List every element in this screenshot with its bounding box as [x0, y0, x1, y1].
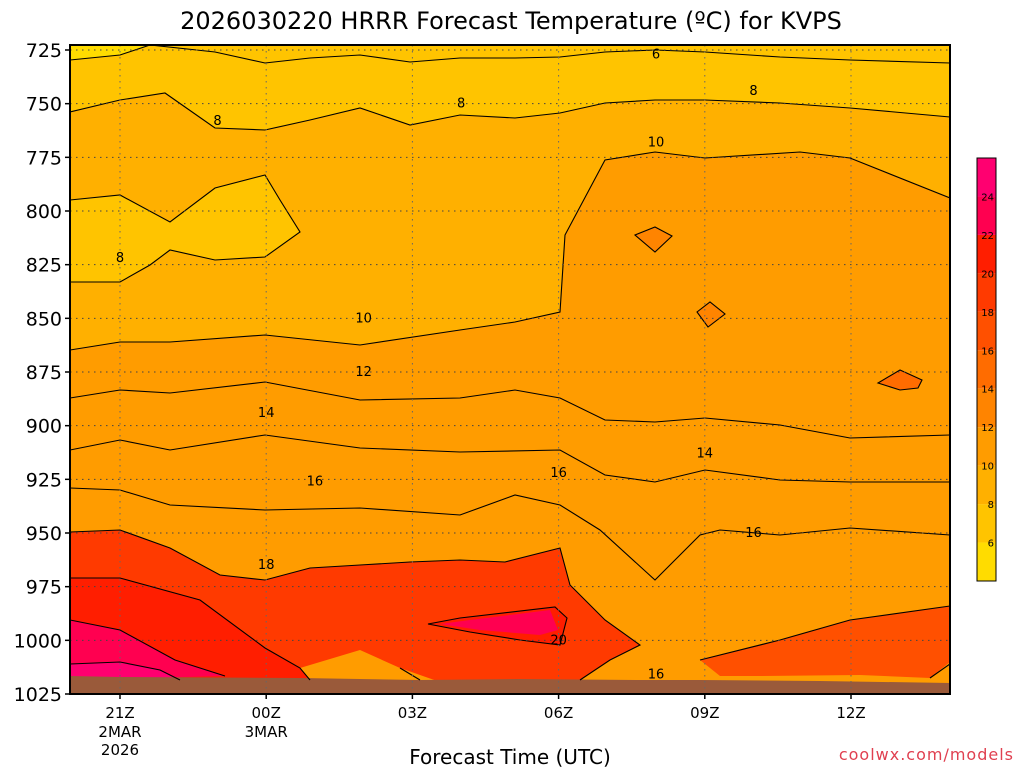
colorbar-segment — [977, 504, 996, 543]
x-tick-sublabel: 2MAR — [98, 723, 141, 741]
contour-label: 8 — [457, 97, 465, 112]
contour-label: 10 — [648, 135, 665, 150]
contour-label: 18 — [258, 558, 275, 573]
contour-6 — [70, 45, 151, 61]
contour-label: 12 — [355, 365, 372, 380]
x-tick-label: 03Z — [398, 704, 427, 722]
colorbar-tick-label: 18 — [981, 308, 994, 319]
colorbar-segment — [977, 427, 996, 466]
contour-12 — [70, 381, 950, 439]
band-10-12 — [70, 152, 950, 694]
contour-10 — [70, 151, 950, 351]
band-6-8-pocket — [70, 175, 300, 282]
y-tick-label: 975 — [26, 577, 62, 599]
band-8-10 — [70, 93, 950, 350]
colorbar-segment — [977, 311, 996, 351]
x-tick-label: 12Z — [836, 704, 865, 722]
contour-18 — [70, 529, 642, 681]
band-4-6 — [70, 45, 150, 60]
contour-24 — [70, 661, 181, 681]
contour-10-blob — [633, 226, 673, 253]
y-tick-label: 800 — [26, 201, 62, 223]
contour-22 — [70, 619, 226, 677]
underground — [70, 676, 950, 694]
colorbar: 6 8 10 12 14 16 18 20 22 24 — [976, 157, 997, 582]
contour-12-blob — [876, 369, 923, 391]
colorbar-segment — [977, 542, 996, 581]
colorbar-tick-label: 16 — [981, 346, 994, 357]
y-tick-label: 750 — [26, 94, 62, 116]
contour-16-lower — [399, 667, 421, 681]
y-tick-label: 825 — [26, 255, 62, 277]
colorbar-tick-label: 12 — [981, 423, 994, 434]
band-16-18-right — [700, 606, 950, 678]
x-tick-label: 09Z — [690, 704, 719, 722]
colorbar-tick-label: 14 — [981, 385, 994, 396]
contour-label: 16 — [550, 466, 567, 481]
band-6-8 — [70, 45, 950, 130]
contour-label: 8 — [749, 84, 757, 99]
contour-label: 8 — [213, 114, 221, 129]
colorbar-tick-label: 10 — [981, 462, 994, 473]
contour-16-bottom2 — [929, 663, 950, 679]
contour-20 — [70, 577, 311, 681]
colorbar-tick-label: 8 — [988, 500, 994, 511]
colorbar-segment — [977, 350, 996, 389]
contour-label: 16 — [745, 526, 762, 541]
contour-label: 10 — [355, 311, 372, 326]
y-tick-label: 950 — [26, 523, 62, 545]
contour-8-pocket — [70, 174, 301, 283]
contour-label: 8 — [116, 251, 124, 266]
contour-label: 14 — [258, 406, 275, 421]
colorbar-segment — [977, 388, 996, 428]
credit-text: coolwx.com/models — [839, 745, 1014, 764]
contour-label: 14 — [697, 447, 714, 462]
colorbar-segment — [977, 273, 996, 312]
contour-label: 20 — [550, 633, 567, 648]
x-tick-sublabel: 3MAR — [245, 723, 288, 741]
contour-6b — [149, 45, 950, 64]
y-tick-label: 1025 — [14, 684, 62, 706]
y-tick-label: 850 — [26, 308, 62, 330]
x-tick-label: 21Z — [105, 704, 134, 722]
contour-14 — [70, 434, 950, 483]
colorbar-segment — [977, 158, 996, 197]
plot-frame — [69, 44, 951, 695]
contour-label: 6 — [652, 47, 660, 62]
y-axis: 725 750 775 800 825 850 875 900 925 950 975 1000 102… — [14, 40, 70, 706]
x-tick-year: 2026 — [101, 741, 139, 759]
contour-label: 16 — [307, 474, 324, 489]
contour-label: 16 — [648, 668, 665, 683]
y-tick-label: 775 — [26, 147, 62, 169]
colorbar-tick-label: 24 — [981, 192, 994, 203]
contour-8 — [70, 92, 950, 131]
colorbar-tick-label: 22 — [981, 231, 994, 242]
x-tick-label: 00Z — [252, 704, 281, 722]
y-tick-label: 725 — [26, 40, 62, 62]
contour-20-blob — [427, 606, 568, 646]
band-12-14-blob — [635, 227, 672, 252]
y-tick-label: 875 — [26, 362, 62, 384]
y-tick-label: 925 — [26, 469, 62, 491]
colorbar-frame — [976, 157, 997, 582]
y-tick-label: 900 — [26, 416, 62, 438]
x-tick-label: 06Z — [544, 704, 573, 722]
colorbar-tick-label: 6 — [988, 539, 994, 550]
colorbar-segment — [977, 196, 996, 235]
contour-field: 6 8 8 8 10 8 10 12 14 14 16 16 16 18 20 16 — [70, 45, 950, 694]
y-tick-label: 1000 — [14, 630, 62, 652]
band-18-20 — [70, 530, 640, 690]
band-22-24-blob — [440, 610, 558, 635]
colorbar-segment — [977, 234, 996, 274]
chart-title: 2026030220 HRRR Forecast Temperature (ºC… — [180, 7, 842, 35]
colorbar-tick-label: 20 — [981, 269, 994, 280]
colorbar-segment — [977, 465, 996, 505]
x-axis-label: Forecast Time (UTC) — [409, 745, 611, 768]
contour-16-bottom — [699, 605, 950, 661]
